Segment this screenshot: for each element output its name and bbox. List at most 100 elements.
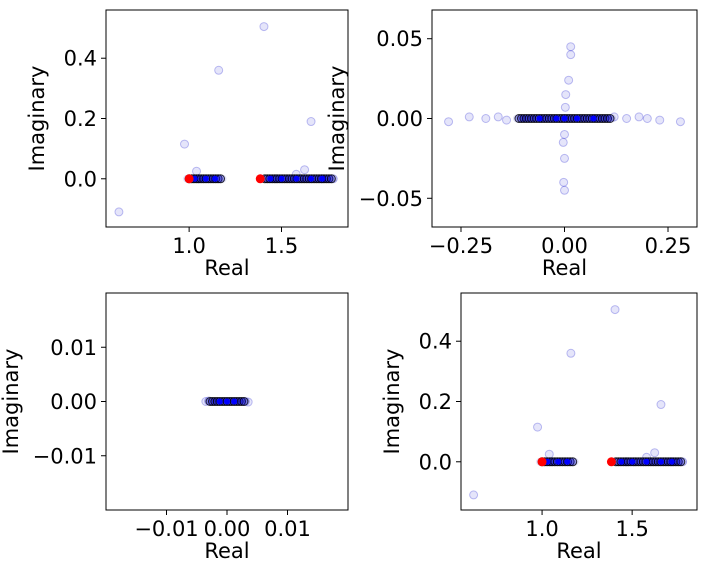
subplot-4: 1.0 1.5 0.0 0.2 0.4 Real Imaginary xyxy=(380,292,698,563)
blue-marker xyxy=(278,175,285,182)
blue-marker xyxy=(211,175,218,182)
scatter-point xyxy=(560,153,569,163)
y-tick-label: −0.05 xyxy=(359,187,423,211)
scatter-point xyxy=(464,112,474,122)
blue-marker xyxy=(293,175,300,182)
blue-marker xyxy=(536,115,543,122)
scatter-point xyxy=(560,185,569,195)
y-tick-label: 0.0 xyxy=(419,450,452,474)
y-axis-label: Imaginary xyxy=(380,349,404,455)
scatter-point xyxy=(558,137,568,147)
scatter-point xyxy=(560,102,570,112)
red-marker xyxy=(606,457,616,467)
y-axis-label: Imaginary xyxy=(325,66,349,172)
scatter-point xyxy=(650,448,660,458)
cluster-point xyxy=(605,114,615,123)
scatter-point xyxy=(481,114,491,123)
blue-marker xyxy=(555,458,562,465)
scatter-point xyxy=(533,422,543,432)
scatter-point xyxy=(566,348,576,358)
y-tick-label: 0.2 xyxy=(419,390,452,414)
y-axis-label: Imaginary xyxy=(25,66,49,172)
blue-marker xyxy=(643,458,650,465)
x-tick-label: 1.5 xyxy=(615,517,648,541)
scatter-point xyxy=(675,117,685,127)
x-tick-label: 1.0 xyxy=(525,517,558,541)
y-tick-label: 0.2 xyxy=(64,107,97,131)
scatter-point xyxy=(444,117,454,127)
scatter-point xyxy=(180,139,190,149)
red-marker xyxy=(255,174,265,184)
blue-marker xyxy=(216,398,223,405)
cluster-point xyxy=(326,174,336,184)
blue-marker xyxy=(564,458,571,465)
scatter-point xyxy=(634,112,644,122)
y-tick-label: 0.4 xyxy=(419,330,452,354)
scatter-point xyxy=(306,117,316,127)
scatter-point xyxy=(559,177,569,187)
cluster-point xyxy=(237,397,247,406)
scatter-point xyxy=(566,50,576,60)
scatter-point xyxy=(259,22,269,32)
scatter-point xyxy=(544,449,554,459)
subplot-2: −0.25 0.00 0.25 −0.05 0.00 0.05 Real Imaginary xyxy=(325,9,698,280)
scatter-point xyxy=(192,166,202,176)
x-axis-label: Real xyxy=(556,539,601,563)
y-axis-label: Imaginary xyxy=(0,349,23,455)
x-tick-label: 0.01 xyxy=(264,517,311,541)
scatter-point xyxy=(655,115,665,125)
scatter-point xyxy=(493,112,503,122)
scatter-point xyxy=(610,305,620,315)
scatter-point xyxy=(114,207,124,217)
scatter-point xyxy=(564,75,574,85)
cluster-point xyxy=(239,397,249,406)
blue-marker xyxy=(590,115,597,122)
blue-marker xyxy=(561,115,568,122)
plot-area xyxy=(444,42,685,195)
red-marker xyxy=(537,457,547,467)
x-axis-label: Real xyxy=(204,256,249,280)
x-tick-label: 0.00 xyxy=(541,234,588,258)
y-tick-label: 0.01 xyxy=(50,336,97,360)
blue-marker xyxy=(573,115,580,122)
cluster-point xyxy=(207,397,217,406)
scatter-point xyxy=(622,114,632,123)
x-tick-label: −0.25 xyxy=(429,234,493,258)
cluster-point xyxy=(676,457,686,467)
y-tick-label: 0.00 xyxy=(50,390,97,414)
x-tick-label: 1.0 xyxy=(172,234,205,258)
blue-marker xyxy=(202,175,209,182)
blue-marker xyxy=(319,175,326,182)
x-tick-label: 1.5 xyxy=(265,234,298,258)
y-tick-label: 0.05 xyxy=(376,27,423,51)
x-tick-label: 0.25 xyxy=(645,234,692,258)
scatter-point xyxy=(566,42,576,52)
x-tick-label: 0.00 xyxy=(204,517,251,541)
scatter-point xyxy=(560,129,569,139)
y-tick-label: −0.01 xyxy=(33,444,97,468)
blue-marker xyxy=(553,115,560,122)
scatter-point xyxy=(300,165,310,175)
plot-area xyxy=(114,22,338,217)
blue-marker xyxy=(629,458,636,465)
cluster-point xyxy=(205,397,215,406)
x-axis-label: Real xyxy=(542,256,587,280)
scatter-point xyxy=(214,65,224,75)
plot-area xyxy=(201,396,253,407)
scatter-point xyxy=(502,115,512,125)
cluster-point xyxy=(600,114,610,123)
cluster-point xyxy=(603,114,613,123)
blue-marker xyxy=(224,398,230,405)
blue-marker xyxy=(308,175,315,182)
red-marker xyxy=(184,174,194,184)
blue-marker xyxy=(231,398,238,405)
subplot-1: 1.0 1.5 0.0 0.2 0.4 Real Imaginary xyxy=(25,9,349,280)
scatter-point xyxy=(656,400,666,410)
y-tick-label: 0.0 xyxy=(64,167,97,191)
blue-marker xyxy=(657,458,664,465)
x-tick-label: −0.01 xyxy=(134,517,198,541)
blue-marker xyxy=(618,458,625,465)
y-tick-label: 0.00 xyxy=(376,107,423,131)
